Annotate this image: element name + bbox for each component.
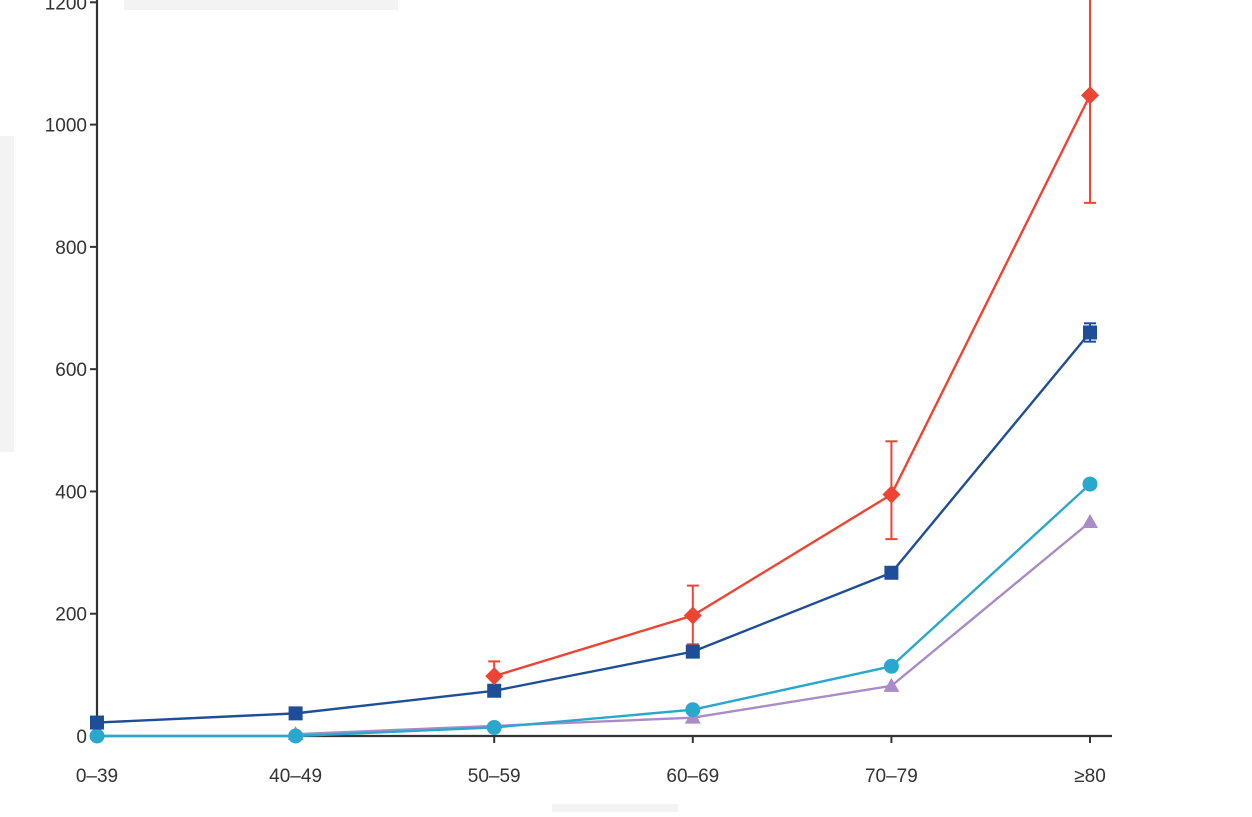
plot-area: [89, 0, 1099, 744]
series-line-1: [96, 331, 1091, 724]
y-tick-label: 1000: [45, 116, 87, 137]
data-point-0-2: [485, 667, 504, 686]
series-line-2: [97, 483, 1091, 738]
y-tick-label: 200: [55, 605, 87, 626]
x-tick-label: 70–79: [865, 766, 918, 787]
data-point-1-2: [487, 683, 502, 698]
series-line-0: [493, 94, 1092, 678]
data-point-1-1: [288, 706, 303, 721]
data-point-1-5: [1083, 325, 1097, 340]
x-tick-label: 50–59: [468, 766, 521, 787]
y-tick-label: 600: [55, 360, 87, 381]
y-tick-label: 800: [55, 238, 87, 259]
x-tick-label: 60–69: [666, 766, 719, 787]
x-tick-label: ≥80: [1074, 766, 1106, 787]
y-axis-ticks: 0 200 400 600 800 1000 1200: [45, 0, 97, 748]
y-tick-label: 1200: [45, 0, 87, 14]
faded-overlay-top: [124, 0, 398, 10]
x-tick-label: 40–49: [269, 766, 322, 787]
data-point-2-2: [486, 719, 502, 735]
y-tick-label: 0: [76, 727, 87, 748]
y-tick-label: 400: [55, 482, 87, 503]
data-point-2-0: [89, 728, 105, 744]
x-axis-ticks: 0–39 40–49 50–59 60–69 70–79 ≥80: [76, 736, 1106, 787]
data-point-3-4: [883, 677, 900, 692]
faded-overlay-bottom: [552, 804, 678, 812]
data-point-1-4: [884, 565, 899, 580]
data-point-1-3: [685, 644, 700, 659]
data-point-0-5: [1081, 86, 1099, 105]
data-point-0-4: [882, 485, 901, 504]
faded-overlay-left: [0, 136, 14, 452]
data-point-2-3: [685, 702, 701, 718]
axes: [95, 0, 1112, 738]
data-point-1-0: [90, 715, 104, 730]
data-point-2-5: [1082, 476, 1098, 492]
data-point-0-3: [683, 606, 702, 625]
data-point-2-1: [288, 728, 304, 744]
x-tick-label: 0–39: [76, 766, 118, 787]
data-point-2-4: [883, 658, 899, 674]
data-point-3-5: [1082, 514, 1098, 529]
